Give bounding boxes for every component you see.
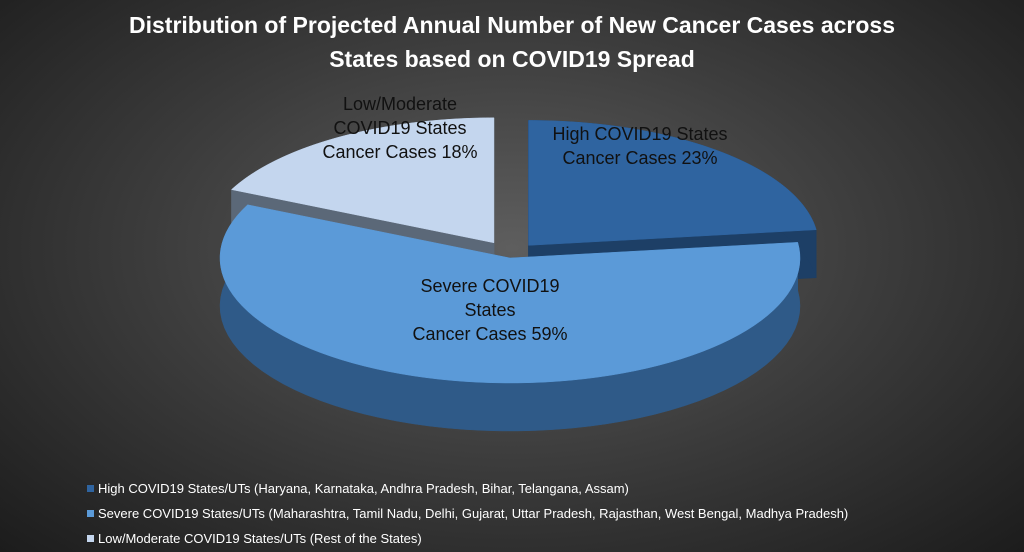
chart-title: Distribution of Projected Annual Number … — [0, 8, 1024, 76]
legend-item-severe: Severe COVID19 States/UTs (Maharashtra, … — [87, 501, 848, 526]
title-line-1: Distribution of Projected Annual Number … — [129, 12, 895, 38]
pie-slice-0 — [528, 120, 817, 246]
pie-slice-1 — [219, 204, 801, 384]
data-label-severe: Severe COVID19 States Cancer Cases 59% — [412, 276, 568, 344]
legend-swatch — [87, 510, 94, 517]
data-label-high: High COVID19 States Cancer Cases 23% — [552, 124, 728, 168]
legend-item-high: High COVID19 States/UTs (Haryana, Karnat… — [87, 476, 848, 501]
legend: High COVID19 States/UTs (Haryana, Karnat… — [87, 476, 848, 551]
pie-slice-2 — [230, 117, 495, 244]
legend-swatch — [87, 485, 94, 492]
legend-swatch — [87, 535, 94, 542]
legend-item-low: Low/Moderate COVID19 States/UTs (Rest of… — [87, 526, 848, 551]
data-label-low: Low/Moderate COVID19 States Cancer Cases 1… — [322, 94, 478, 162]
title-line-2: States based on COVID19 Spread — [329, 46, 695, 72]
